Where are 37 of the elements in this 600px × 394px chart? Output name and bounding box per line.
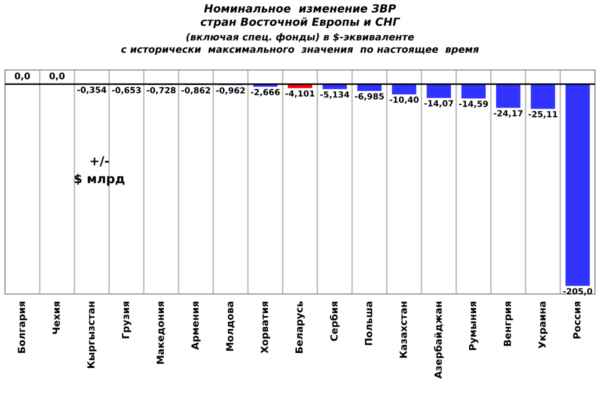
- data-label: -0,862: [181, 87, 210, 95]
- data-label: -24,17: [494, 110, 522, 118]
- x-tick-label: Беларусь: [296, 301, 305, 353]
- x-tick-label: Хорватия: [260, 302, 270, 354]
- data-label: 0,0: [49, 72, 65, 81]
- x-tick-label: Румыния: [469, 302, 478, 350]
- data-label: -205,0: [563, 288, 592, 296]
- data-label: -14,59: [459, 100, 488, 108]
- x-tick-label: Польша: [365, 302, 372, 346]
- data-label: -5,134: [320, 91, 350, 99]
- x-tick-label: Азербайджан: [434, 302, 444, 379]
- data-label: -6,985: [354, 93, 384, 101]
- x-tick-label: Сербия: [330, 302, 340, 341]
- x-tick-label: Болгария: [18, 302, 28, 353]
- data-label: -0,354: [77, 86, 106, 94]
- data-label: -0,653: [112, 86, 141, 94]
- x-tick-label: Россия: [573, 302, 580, 338]
- x-tick-label: Грузия: [122, 302, 132, 338]
- y-axis-title: +/- $ млрд: [74, 156, 124, 186]
- chart-subtitle: (включая спец. фонды) в $-эквиваленте с исторически максимального значения по настоящее время: [121, 33, 479, 55]
- x-tick-label: Кыргызстан: [87, 302, 96, 368]
- data-label: -2,666: [250, 88, 280, 96]
- x-tick-label: Македония: [156, 302, 166, 364]
- data-label: -14,07: [424, 100, 454, 108]
- x-tick-label: Венгрия: [504, 302, 513, 346]
- x-tick-label: Чехия: [52, 302, 60, 334]
- data-label: 0,0: [14, 72, 30, 81]
- data-label: -0,962: [216, 87, 245, 95]
- data-label: -25,11: [528, 111, 558, 118]
- data-label: -0,728: [146, 87, 176, 94]
- x-tick-label: Молдова: [226, 302, 235, 351]
- data-label: -4,101: [286, 90, 314, 98]
- chart-title: Номинальное изменение ЗВР стран Восточной Европы и СНГ: [200, 4, 400, 28]
- x-tick-label: Армения: [191, 302, 201, 350]
- x-tick-label: Казахстан: [400, 302, 407, 358]
- data-label: -10,40: [390, 96, 419, 104]
- x-tick-label: Украина: [538, 302, 548, 348]
